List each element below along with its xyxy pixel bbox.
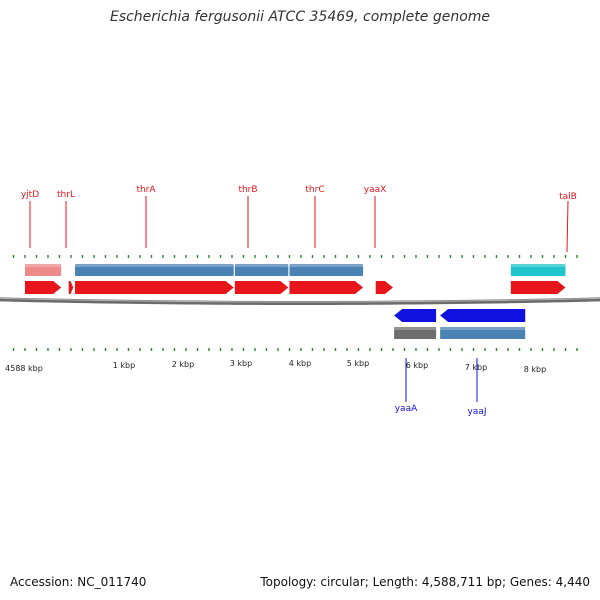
backbone-highlight — [0, 297, 600, 303]
scale-label-8: 8 kbp — [524, 365, 546, 374]
forward-cds-shine-4 — [510, 264, 566, 267]
gene-label-thrL: thrL — [57, 190, 75, 200]
reverse-cds-1 — [440, 327, 526, 339]
reverse-cds-track — [394, 327, 526, 339]
reverse-gene-track — [394, 309, 526, 322]
scale-labels: 4588 kbp 1 kbp 2 kbp 3 kbp 4 kbp 5 kbp 6 kbp 7 … — [5, 359, 546, 374]
forward-cds-3 — [289, 264, 364, 276]
scale-label-4: 4 kbp — [289, 359, 311, 368]
scale-label-3: 3 kbp — [230, 359, 252, 368]
gene-label-yaaX: yaaX — [364, 185, 387, 195]
forward-cds-shine-3 — [289, 264, 364, 267]
forward-cds-shine-1 — [75, 264, 234, 267]
forward-gene-thrL — [68, 281, 74, 294]
gene-label-yaaJ: yaaJ — [467, 407, 486, 417]
forward-gene-talB — [510, 281, 566, 294]
gene-label-thrB: thrB — [238, 185, 257, 195]
backbone-line — [0, 297, 600, 305]
genome-title: Escherichia fergusonii ATCC 35469, compl… — [109, 9, 491, 25]
forward-cds-0 — [24, 264, 62, 276]
scale-label-5: 5 kbp — [347, 359, 369, 368]
accession-text: Accession: NC_011740 — [10, 575, 147, 589]
forward-gene-thrA — [75, 281, 234, 294]
forward-cds-track — [24, 264, 566, 276]
gene-label-thrC: thrC — [305, 185, 324, 195]
leader-talB — [566, 200, 569, 253]
gene-label-yaaA: yaaA — [395, 404, 418, 414]
forward-gene-yaaX — [375, 281, 393, 294]
scale-label-0: 4588 kbp — [5, 364, 43, 373]
forward-cds-1 — [75, 264, 234, 276]
forward-gene-thrB — [234, 281, 289, 294]
forward-gene-thrC — [289, 281, 364, 294]
reverse-cds-shine-1 — [440, 327, 526, 330]
gene-label-talB: talB — [559, 192, 577, 202]
gene-labels: yjtD thrL thrA thrB thrC yaaX talB yaaA yaaJ — [21, 185, 577, 417]
genome-backbone — [0, 297, 600, 305]
reverse-cds-0 — [394, 327, 437, 339]
forward-cds-shine-2 — [234, 264, 289, 267]
gene-label-yjtD: yjtD — [21, 190, 39, 200]
scale-label-1: 1 kbp — [113, 361, 135, 370]
forward-cds-shine-0 — [24, 264, 62, 267]
tick-row-top — [12, 255, 578, 258]
forward-gene-track — [24, 281, 566, 294]
scale-label-2: 2 kbp — [172, 360, 194, 369]
gene-label-thrA: thrA — [136, 185, 156, 195]
forward-cds-2 — [234, 264, 289, 276]
reverse-cds-shine-0 — [394, 327, 437, 330]
reverse-gene-yaaJ — [440, 309, 526, 322]
forward-cds-4 — [510, 264, 566, 276]
scale-label-7: 7 kbp — [465, 363, 487, 372]
scale-label-6: 6 kbp — [406, 361, 428, 370]
forward-gene-yjtD — [24, 281, 62, 294]
reverse-gene-yaaA — [394, 309, 437, 322]
genome-stats-text: Topology: circular; Length: 4,588,711 bp… — [260, 575, 590, 589]
tick-row-bottom — [12, 348, 578, 351]
